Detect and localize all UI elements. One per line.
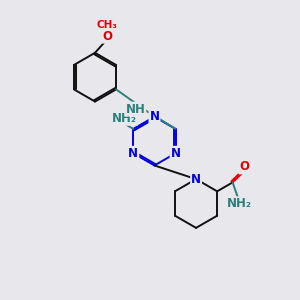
Text: NH₂: NH₂: [112, 112, 137, 125]
Text: CH₃: CH₃: [96, 20, 117, 30]
Text: NH: NH: [125, 103, 146, 116]
Text: NH₂: NH₂: [227, 197, 252, 210]
Text: N: N: [128, 147, 138, 160]
Text: N: N: [149, 110, 160, 123]
Text: O: O: [102, 30, 112, 43]
Text: N: N: [191, 172, 201, 186]
Text: N: N: [171, 147, 181, 160]
Text: O: O: [239, 160, 249, 173]
